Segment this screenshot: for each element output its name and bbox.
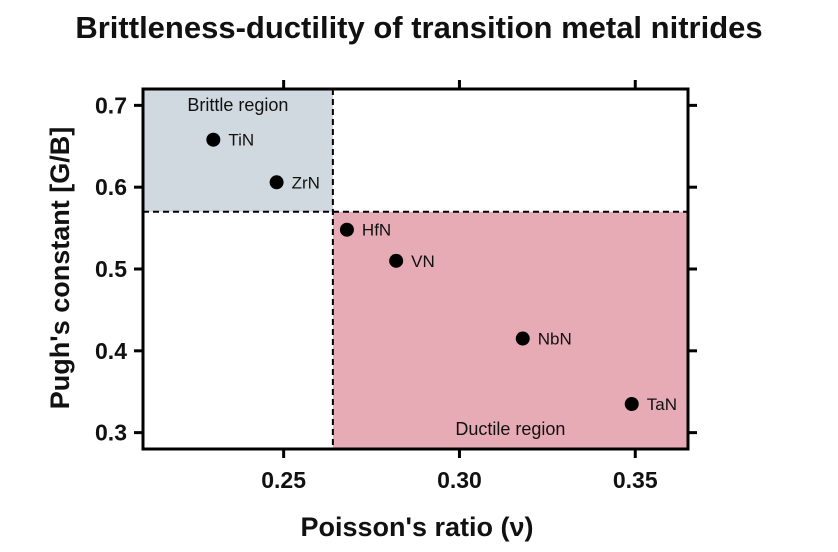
data-point-tan: [624, 397, 639, 411]
data-point-hfn: [339, 222, 354, 237]
ductile-region-label: Ductile region: [455, 419, 565, 439]
point-label-zrn: ZrN: [292, 173, 320, 192]
x-tick-label: 0.30: [437, 467, 482, 493]
chart-title: Brittleness-ductility of transition meta…: [75, 10, 762, 45]
regions-layer: Brittle region Ductile region: [143, 89, 688, 449]
x-tick-label: 0.25: [261, 467, 306, 493]
data-point-zrn: [269, 175, 284, 190]
data-point-vn: [389, 253, 404, 268]
data-point-nbn: [515, 331, 530, 346]
point-label-hfn: HfN: [362, 221, 391, 240]
ticks-layer: 0.25 0.30 0.35 0.3 0.4 0.5 0.6 0.7: [95, 80, 697, 493]
x-axis-title: Poisson's ratio (ν): [301, 512, 534, 542]
y-axis-title: Pugh's constant [G/B]: [45, 127, 75, 409]
point-label-tan: TaN: [647, 395, 677, 414]
y-tick-label: 0.5: [95, 256, 127, 282]
y-tick-label: 0.6: [95, 174, 127, 200]
brittle-region-label: Brittle region: [187, 95, 288, 115]
point-label-tin: TiN: [228, 131, 254, 150]
y-tick-label: 0.7: [95, 92, 127, 118]
point-label-vn: VN: [411, 252, 435, 271]
brittle-region-area: [143, 89, 333, 212]
data-point-tin: [206, 132, 221, 147]
threshold-lines: [143, 89, 688, 449]
y-tick-label: 0.4: [95, 338, 127, 364]
points-layer: TiN ZrN HfN VN NbN TaN: [206, 131, 677, 414]
ductile-region-area: [332, 211, 688, 449]
point-label-nbn: NbN: [538, 330, 572, 349]
y-tick-label: 0.3: [95, 420, 127, 446]
x-tick-label: 0.35: [613, 467, 658, 493]
